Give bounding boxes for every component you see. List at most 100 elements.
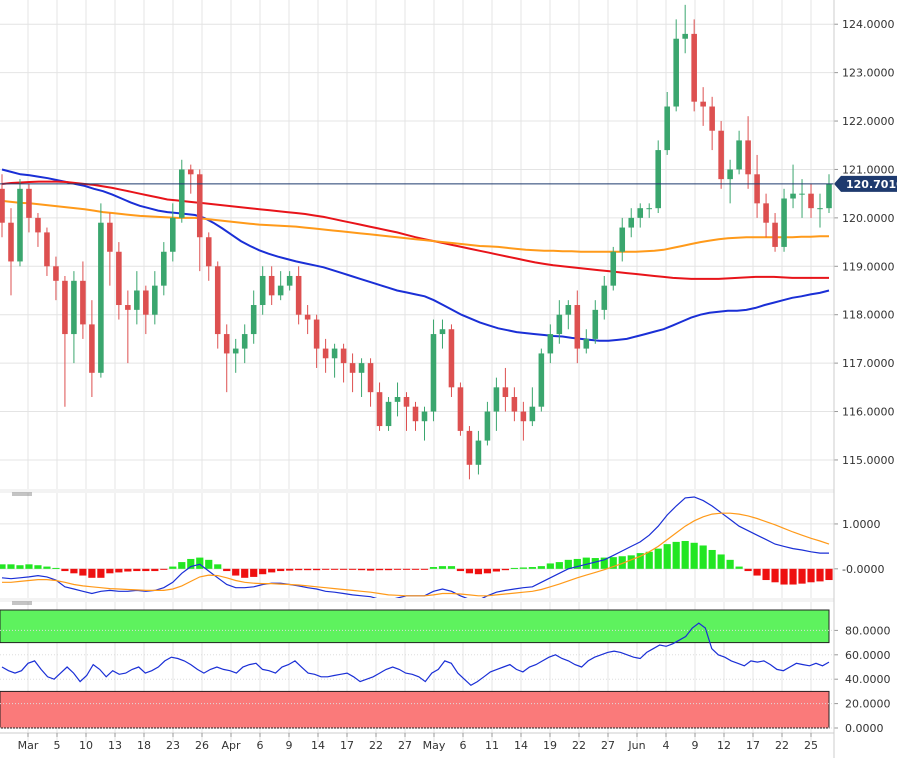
macd-histogram-bar <box>519 567 527 569</box>
rsi-overbought-zone <box>0 609 830 644</box>
macd-histogram-bar <box>277 568 285 572</box>
macd-histogram-bar <box>348 568 357 570</box>
macd-histogram-bar <box>501 568 509 571</box>
candle-body <box>646 208 653 210</box>
macd-histogram-bar <box>375 568 384 571</box>
time-tick-label: 9 <box>286 739 293 752</box>
macd-histogram-bar <box>663 544 671 569</box>
macd-histogram-bar <box>366 568 375 571</box>
rsi-tick-label: 80.0000 <box>845 624 891 637</box>
time-tick-label: 18 <box>137 739 151 752</box>
candle-body <box>277 285 284 296</box>
macd-histogram-bar <box>223 568 231 572</box>
candle-body <box>709 106 715 131</box>
time-tick-label: 9 <box>692 739 699 752</box>
price-tick-label: 116.0000 <box>842 406 895 419</box>
candle-body <box>556 314 563 335</box>
candle <box>241 324 248 364</box>
panel-divider-macd[interactable] <box>0 489 834 493</box>
rsi-line <box>1 622 830 687</box>
candle <box>772 213 778 252</box>
candle-body <box>187 169 194 175</box>
candle <box>655 140 661 214</box>
candle-body <box>781 198 787 247</box>
macd-histogram-bar <box>447 566 456 569</box>
candle <box>196 169 203 272</box>
candle <box>457 382 464 436</box>
candle-body <box>610 251 617 286</box>
candle <box>358 358 365 398</box>
candle-body <box>637 208 644 218</box>
candle <box>259 266 266 315</box>
candle-body <box>196 174 203 238</box>
candle-body <box>17 188 23 262</box>
macd-histogram-bar <box>250 568 258 577</box>
macd-histogram-bar <box>564 559 572 569</box>
macd-histogram-bar <box>537 566 545 569</box>
moving-average-line <box>1 180 829 280</box>
macd-histogram-bar <box>178 562 186 569</box>
candle <box>682 4 688 54</box>
macd-histogram-bar <box>789 568 797 585</box>
macd-histogram-bar <box>816 568 824 582</box>
macd-histogram-bar <box>115 568 123 573</box>
candle-body <box>502 387 509 398</box>
macd-histogram-bar <box>708 549 716 569</box>
candle <box>250 290 257 344</box>
candle <box>107 213 113 286</box>
candle-body <box>313 319 320 349</box>
price-tick-label: 117.0000 <box>842 357 895 370</box>
candle <box>421 406 428 441</box>
candle-body <box>295 275 302 315</box>
macd-histogram-bar <box>70 568 78 574</box>
current-price-label: 120.7010 <box>846 178 904 191</box>
macd-histogram <box>0 540 833 585</box>
price-tick-label: 115.0000 <box>842 454 895 467</box>
candle <box>484 401 491 446</box>
time-tick-label: 13 <box>108 739 122 752</box>
candle <box>44 227 50 276</box>
drag-handle-icon[interactable] <box>12 601 32 605</box>
time-tick-label: 12 <box>717 739 731 752</box>
candle-body <box>574 305 581 349</box>
candle-body <box>691 33 697 102</box>
time-tick-label: 6 <box>460 739 467 752</box>
candle-body <box>736 140 742 170</box>
macd-histogram-bar <box>88 568 96 578</box>
candle <box>718 121 724 189</box>
macd-histogram-bar <box>546 563 554 569</box>
macd-histogram-bar <box>43 566 51 569</box>
candle-body <box>53 266 59 281</box>
candle <box>89 300 95 398</box>
macd-histogram-bar <box>753 568 761 576</box>
panel-divider-rsi[interactable] <box>0 598 834 602</box>
macd-histogram-bar <box>744 568 752 572</box>
macd-histogram-bar <box>645 551 653 569</box>
rsi-tick-label: 0.0000 <box>845 722 884 735</box>
candle <box>71 271 77 364</box>
drag-handle-icon[interactable] <box>12 492 32 496</box>
candle-body <box>107 222 113 252</box>
candle-body <box>745 140 751 175</box>
candle-body <box>340 348 347 364</box>
candle <box>394 382 401 417</box>
candle-body <box>673 38 679 107</box>
macd-histogram-bar <box>636 553 644 569</box>
current-price-tag: 120.7010 <box>834 175 904 192</box>
macd-histogram-bar <box>762 568 770 581</box>
moving-average-line <box>1 199 829 253</box>
candle-body <box>529 406 536 422</box>
candle-body <box>484 411 491 441</box>
candle <box>439 319 446 349</box>
candle <box>529 387 536 427</box>
candle-body <box>89 324 95 373</box>
time-tick-label: 27 <box>398 739 412 752</box>
candle <box>170 203 176 262</box>
candle <box>143 285 149 335</box>
macd-histogram-bar <box>402 568 411 570</box>
candle <box>322 338 329 373</box>
macd-histogram-bar <box>609 557 617 569</box>
macd-histogram-bar <box>304 568 312 571</box>
time-tick-label: 5 <box>54 739 61 752</box>
